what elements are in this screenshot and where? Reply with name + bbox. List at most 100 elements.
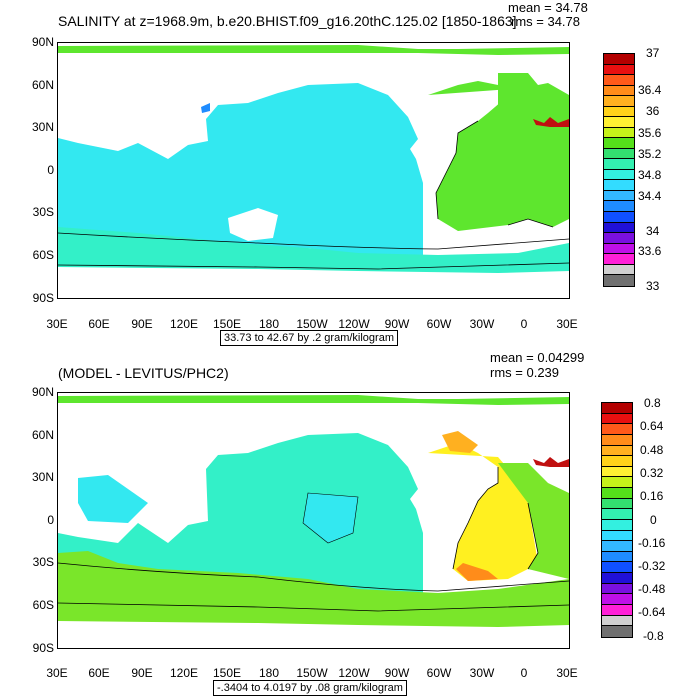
panel-1-range-box: 33.73 to 42.67 by .2 gram/kilogram xyxy=(220,330,398,346)
colorbar-label: 0.32 xyxy=(640,466,664,480)
north-atlantic xyxy=(498,73,569,139)
colorbar-label: 0.48 xyxy=(640,443,664,457)
colorbar-swatch xyxy=(604,64,634,76)
contour-line-5 xyxy=(58,602,569,612)
colorbar-label: -0.48 xyxy=(638,582,666,596)
colorbar-swatch xyxy=(602,583,632,595)
lat-label: 30S xyxy=(32,205,54,219)
panel-2-range-box: -.3404 to 4.0197 by .08 gram/kilogram xyxy=(213,680,407,696)
colorbar-swatch xyxy=(602,509,632,520)
contour-line-3 xyxy=(507,218,554,228)
colorbar-label: 0.8 xyxy=(644,396,661,410)
colorbar-swatch xyxy=(604,201,634,212)
colorbar-label: 35.2 xyxy=(638,147,662,161)
colorbar-label: -0.32 xyxy=(638,559,666,573)
southern-ocean xyxy=(58,227,569,273)
colorbar-swatch xyxy=(602,445,632,457)
colorbar-swatch xyxy=(602,413,632,425)
colorbar-label: 35.6 xyxy=(638,126,662,140)
panel-1-mean: mean = 34.78 xyxy=(508,0,588,15)
colorbar-swatch xyxy=(604,190,634,202)
panel-2-title: (MODEL - LEVITUS/PHC2) xyxy=(58,365,229,381)
lon-label: 90E xyxy=(131,666,153,680)
colorbar-swatch xyxy=(604,169,634,181)
colorbar-swatch xyxy=(602,477,632,488)
panel-1-map-svg xyxy=(58,45,569,273)
colorbar-label: 34 xyxy=(646,224,660,238)
colorbar-swatch xyxy=(604,254,634,265)
lon-label: 150E xyxy=(212,317,242,331)
panel-1-rms: rms = 34.78 xyxy=(510,14,580,29)
panel-1-colorbar xyxy=(603,53,635,287)
colorbar-swatch xyxy=(604,127,634,139)
panel-2-colorbar xyxy=(601,402,633,638)
colorbar-swatch xyxy=(602,562,632,573)
contour-line-2 xyxy=(452,467,499,570)
atlantic-orange-south xyxy=(456,563,498,581)
lat-label: 0 xyxy=(47,163,54,177)
lon-label: 60E xyxy=(88,666,110,680)
colorbar-swatch xyxy=(604,85,634,97)
atlantic-green-edge xyxy=(498,463,569,579)
colorbar-swatch xyxy=(602,615,632,627)
lon-label: 30E xyxy=(46,317,68,331)
colorbar-swatch xyxy=(604,159,634,170)
panel-2-mean: mean = 0.04299 xyxy=(490,350,585,365)
colorbar-label: -0.8 xyxy=(643,629,664,643)
colorbar-label: 34.4 xyxy=(638,189,662,203)
north-atlantic-orange xyxy=(442,431,478,453)
lon-label: 60W xyxy=(426,317,452,331)
colorbar-swatch xyxy=(604,233,634,244)
lon-label: 120E xyxy=(169,317,199,331)
colorbar-swatch xyxy=(602,626,632,637)
lon-label: 150W xyxy=(296,317,328,331)
panel-2-rms: rms = 0.239 xyxy=(490,365,560,380)
colorbar-label: 37 xyxy=(646,46,660,60)
colorbar-swatch xyxy=(602,519,632,531)
lat-label: 90S xyxy=(32,291,54,305)
colorbar-swatch xyxy=(602,424,632,435)
contour-line-1 xyxy=(58,562,569,592)
arctic-ocean xyxy=(58,395,569,405)
colorbar-swatch xyxy=(604,180,634,191)
colorbar-label: 0.64 xyxy=(640,419,664,433)
lon-label: 150E xyxy=(212,666,242,680)
arctic-ocean xyxy=(58,45,569,55)
lat-label: 60S xyxy=(32,598,54,612)
colorbar-swatch xyxy=(602,434,632,446)
lon-label: 30E xyxy=(556,666,578,680)
colorbar-label: -0.64 xyxy=(638,605,666,619)
colorbar-label: 0 xyxy=(650,513,657,527)
contour-line-4 xyxy=(302,492,359,544)
lat-label: 30S xyxy=(32,555,54,569)
colorbar-swatch xyxy=(604,54,634,65)
lon-label: 90E xyxy=(131,317,153,331)
colorbar-swatch xyxy=(604,138,634,149)
lon-label: 60E xyxy=(88,317,110,331)
contour-line-1 xyxy=(58,232,569,250)
lon-label: 30W xyxy=(469,666,495,680)
colorbar-swatch xyxy=(602,403,632,414)
australia xyxy=(228,208,278,241)
mediterranean-outflow xyxy=(533,457,569,467)
panel-2-map xyxy=(57,392,570,649)
colorbar-swatch xyxy=(602,498,632,510)
colorbar-swatch xyxy=(602,488,632,499)
colorbar-swatch xyxy=(604,264,634,276)
colorbar-swatch xyxy=(602,466,632,478)
lon-label: 30E xyxy=(556,317,578,331)
colorbar-swatch xyxy=(604,222,634,234)
colorbar-swatch xyxy=(604,148,634,160)
colorbar-swatch xyxy=(602,541,632,552)
colorbar-swatch xyxy=(602,573,632,584)
colorbar-label: -0.16 xyxy=(638,536,666,550)
lat-label: 60N xyxy=(31,428,54,442)
lon-label: 180 xyxy=(258,317,280,331)
colorbar-label: 33 xyxy=(646,279,660,293)
colorbar-label: 33.6 xyxy=(638,244,662,258)
contour-line-4 xyxy=(58,262,569,270)
lat-label: 60S xyxy=(32,248,54,262)
lat-label: 30N xyxy=(31,470,54,484)
lat-label: 90S xyxy=(32,641,54,655)
colorbar-label: 0.16 xyxy=(640,489,664,503)
